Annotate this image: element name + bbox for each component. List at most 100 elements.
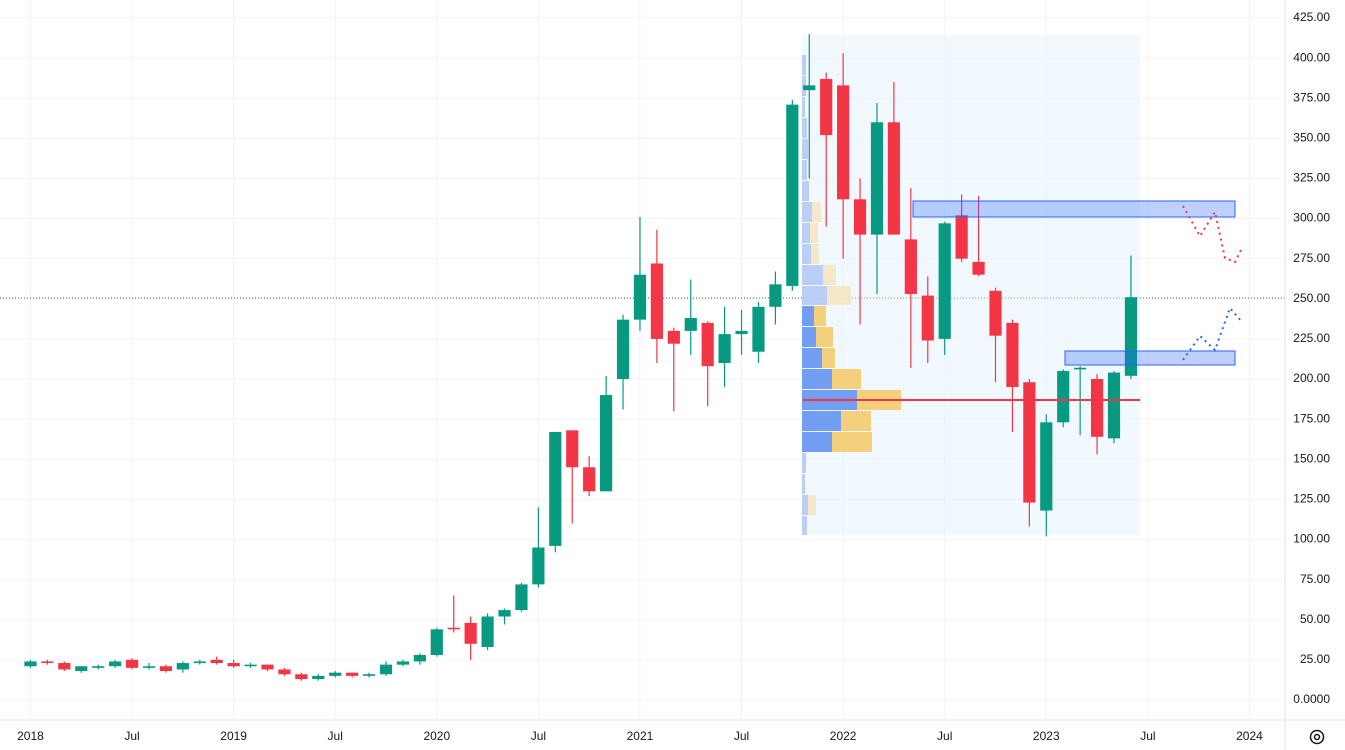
candle-body (600, 395, 613, 492)
candle-body (75, 666, 88, 672)
candle-body (904, 239, 917, 294)
y-tick-label: 150.00 (1293, 451, 1330, 465)
candle-body (1057, 370, 1070, 423)
y-tick-label: 75.00 (1300, 572, 1330, 586)
x-tick-label: 2019 (220, 729, 247, 743)
y-tick-label: 300.00 (1293, 211, 1330, 225)
candle-body (481, 616, 494, 647)
candle-body (261, 664, 274, 670)
candle-body (921, 295, 934, 341)
candle-body (142, 666, 156, 668)
projection-path (1182, 306, 1243, 361)
candle-body (532, 547, 545, 585)
candle-body (413, 655, 426, 662)
x-tick-label: 2018 (17, 729, 44, 743)
candle-body (295, 674, 308, 680)
candle-body (583, 467, 596, 492)
candle-body (1074, 367, 1087, 370)
candle-body (972, 261, 985, 275)
y-tick-label: 350.00 (1293, 130, 1330, 144)
candle-body (938, 223, 951, 339)
x-tick-label: Jul (124, 729, 139, 743)
volume-profile (802, 55, 901, 535)
candle-body (735, 330, 748, 335)
candle-body (109, 661, 122, 667)
candle-body (1006, 322, 1019, 388)
settings-icon[interactable] (1309, 729, 1325, 745)
y-tick-label: 325.00 (1293, 171, 1330, 185)
candle-body (430, 629, 443, 656)
candles (24, 34, 1138, 681)
x-tick-label: 2020 (423, 729, 450, 743)
x-tick-label: Jul (937, 729, 952, 743)
candle-body (1107, 372, 1121, 439)
y-tick-label: 225.00 (1293, 331, 1330, 345)
candle-body (346, 672, 359, 676)
candle-body (159, 666, 173, 672)
candle-body (210, 659, 223, 664)
candle-body (193, 661, 206, 664)
candle-body (58, 663, 71, 670)
candle-body (244, 664, 257, 667)
x-tick-label: Jul (531, 729, 546, 743)
y-tick-label: 425.00 (1293, 10, 1330, 24)
candle-body (1023, 382, 1036, 503)
x-tick-label: 2023 (1033, 729, 1060, 743)
x-tick-label: 2021 (627, 729, 654, 743)
candle-body (650, 263, 663, 339)
candle-body (667, 330, 680, 344)
candle-body (989, 290, 1002, 336)
y-tick-label: 125.00 (1293, 492, 1330, 506)
y-tick-label: 250.00 (1293, 291, 1330, 305)
candle-body (870, 122, 884, 235)
candle-body (125, 659, 139, 668)
candle-body (837, 85, 850, 200)
candle-body (752, 306, 765, 352)
x-tick-label: Jul (1140, 729, 1155, 743)
y-tick-label: 0.0000 (1293, 692, 1330, 706)
candle-body (887, 122, 901, 235)
candle-body (278, 669, 291, 675)
candle-body (820, 78, 833, 136)
range-box (802, 35, 1140, 535)
x-tick-label: Jul (734, 729, 749, 743)
candle-body (92, 666, 105, 668)
zone-box (1064, 350, 1236, 366)
candle-body (515, 584, 528, 611)
candle-body (379, 664, 393, 675)
y-tick-label: 50.00 (1300, 612, 1330, 626)
y-tick-label: 175.00 (1293, 411, 1330, 425)
candle-body (464, 622, 477, 644)
candle-body (566, 430, 579, 468)
candle-body (396, 661, 410, 665)
candle-body (1090, 379, 1104, 437)
candle-body (853, 199, 867, 235)
candle-body (684, 318, 697, 331)
candle-body (1040, 422, 1053, 511)
candle-body (616, 319, 630, 380)
candle-body (176, 663, 189, 670)
candle-body (718, 334, 731, 363)
candle-body (498, 610, 511, 617)
candle-body (701, 322, 714, 367)
candle-body (549, 431, 562, 546)
y-tick-label: 200.00 (1293, 371, 1330, 385)
candle-body (24, 661, 37, 667)
candle-body (1124, 297, 1138, 376)
candle-body (329, 672, 342, 676)
y-tick-label: 275.00 (1293, 251, 1330, 265)
candle-body (447, 627, 460, 630)
grid (0, 0, 1285, 720)
candle-body (769, 284, 782, 307)
y-tick-label: 400.00 (1293, 50, 1330, 64)
y-tick-label: 100.00 (1293, 532, 1330, 546)
x-tick-label: Jul (328, 729, 343, 743)
x-tick-label: 2024 (1236, 729, 1263, 743)
candle-body (633, 274, 647, 320)
candle-body (362, 674, 376, 676)
candle-body (312, 675, 325, 680)
candle-body (227, 663, 240, 667)
